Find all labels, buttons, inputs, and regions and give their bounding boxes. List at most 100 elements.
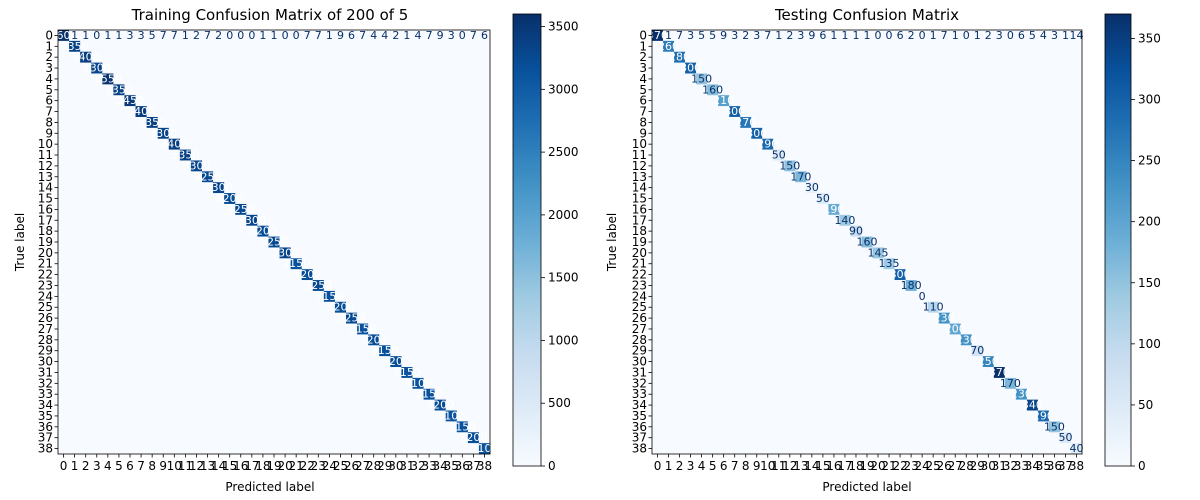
matrix-cell bbox=[751, 149, 763, 161]
cell-value-label: 4 bbox=[381, 29, 388, 42]
matrix-cell bbox=[434, 290, 446, 303]
matrix-cell bbox=[135, 377, 147, 390]
matrix-cell bbox=[751, 280, 763, 292]
matrix-cell bbox=[456, 388, 469, 400]
matrix-cell bbox=[905, 345, 917, 357]
x-tick-label: 22 bbox=[892, 459, 907, 473]
matrix-cell bbox=[423, 116, 435, 129]
cell-value-label: 3550 bbox=[94, 72, 122, 85]
matrix-cell bbox=[894, 410, 906, 422]
matrix-cell bbox=[927, 432, 939, 444]
matrix-cell bbox=[828, 345, 840, 357]
matrix-cell bbox=[817, 203, 829, 216]
cell-value-label: 1 bbox=[665, 29, 672, 42]
matrix-cell bbox=[91, 377, 103, 390]
matrix-cell bbox=[872, 345, 884, 357]
matrix-cell bbox=[872, 138, 884, 150]
cell-value-label: 3400 bbox=[127, 105, 155, 118]
matrix-cell bbox=[445, 225, 458, 237]
matrix-cell bbox=[1059, 290, 1072, 303]
matrix-cell bbox=[301, 269, 314, 281]
matrix-cell bbox=[368, 160, 380, 172]
matrix-cell bbox=[685, 345, 697, 357]
matrix-cell bbox=[1004, 30, 1017, 42]
matrix-cell bbox=[301, 410, 314, 422]
matrix-cell bbox=[685, 301, 697, 313]
matrix-cell bbox=[883, 247, 895, 259]
matrix-cell bbox=[718, 127, 730, 140]
matrix-cell bbox=[257, 290, 269, 303]
matrix-cell bbox=[1015, 203, 1028, 216]
matrix-cell bbox=[718, 62, 730, 74]
matrix-cell bbox=[246, 421, 258, 433]
matrix-cell bbox=[80, 301, 92, 313]
matrix-cell bbox=[124, 138, 136, 150]
matrix-cell bbox=[938, 203, 950, 216]
matrix-cell bbox=[971, 193, 984, 205]
matrix-cell bbox=[817, 214, 829, 226]
cell-value-label: 3350 bbox=[61, 40, 89, 53]
matrix-cell bbox=[817, 258, 829, 270]
matrix-cell bbox=[674, 388, 686, 400]
matrix-cell bbox=[806, 171, 818, 183]
matrix-cell bbox=[960, 356, 973, 368]
matrix-cell bbox=[696, 345, 708, 357]
matrix-cell bbox=[257, 269, 269, 281]
matrix-cell bbox=[301, 138, 314, 150]
x-tick-label: 35 bbox=[1036, 459, 1051, 473]
matrix-cell bbox=[69, 432, 81, 444]
matrix-cell bbox=[467, 280, 480, 292]
matrix-cell bbox=[718, 214, 730, 226]
matrix-cell bbox=[268, 432, 280, 444]
matrix-cell bbox=[894, 95, 906, 107]
matrix-cell bbox=[806, 30, 818, 42]
matrix-cell bbox=[674, 193, 686, 205]
matrix-cell bbox=[246, 269, 258, 281]
matrix-cell bbox=[423, 182, 435, 194]
matrix-cell bbox=[949, 290, 962, 303]
matrix-cell bbox=[357, 312, 369, 324]
matrix-cell bbox=[751, 30, 763, 42]
matrix-cell bbox=[190, 160, 203, 172]
matrix-cell bbox=[795, 410, 807, 422]
matrix-cell bbox=[390, 269, 402, 281]
y-tick-label: 3 bbox=[639, 61, 647, 75]
x-tick-label: 12 bbox=[782, 459, 797, 473]
matrix-cell bbox=[861, 290, 873, 303]
matrix-cell bbox=[817, 127, 829, 140]
matrix-cell bbox=[346, 312, 358, 324]
matrix-cell bbox=[850, 290, 862, 303]
matrix-cell bbox=[301, 182, 314, 194]
matrix-cell bbox=[971, 40, 984, 53]
matrix-cell bbox=[773, 51, 785, 63]
matrix-cell bbox=[762, 40, 774, 53]
matrix-cell bbox=[795, 84, 807, 96]
matrix-cell bbox=[157, 171, 170, 183]
matrix-cell bbox=[91, 214, 103, 226]
matrix-cell bbox=[663, 356, 675, 368]
matrix-cell bbox=[102, 312, 114, 324]
matrix-cell bbox=[246, 410, 258, 422]
cell-value-label: 0 bbox=[282, 29, 289, 42]
matrix-cell bbox=[905, 421, 917, 433]
cell-value-label: 7 bbox=[171, 29, 178, 42]
matrix-cell bbox=[707, 95, 719, 107]
matrix-cell bbox=[916, 334, 928, 346]
matrix-cell bbox=[312, 323, 325, 335]
matrix-cell bbox=[257, 138, 269, 150]
matrix-cell bbox=[916, 258, 928, 270]
matrix-cell bbox=[334, 443, 347, 455]
matrix-cell bbox=[323, 399, 336, 411]
matrix-cell bbox=[224, 236, 236, 248]
matrix-cell bbox=[652, 345, 664, 357]
matrix-cell bbox=[861, 127, 873, 140]
matrix-cell bbox=[102, 193, 114, 205]
matrix-cell bbox=[652, 334, 664, 346]
matrix-cell bbox=[445, 73, 458, 85]
matrix-cell bbox=[784, 334, 796, 346]
matrix-cell bbox=[685, 203, 697, 216]
matrix-cell bbox=[401, 280, 413, 292]
matrix-cell bbox=[1004, 51, 1017, 63]
matrix-cell bbox=[740, 410, 752, 422]
matrix-cell bbox=[69, 214, 81, 226]
